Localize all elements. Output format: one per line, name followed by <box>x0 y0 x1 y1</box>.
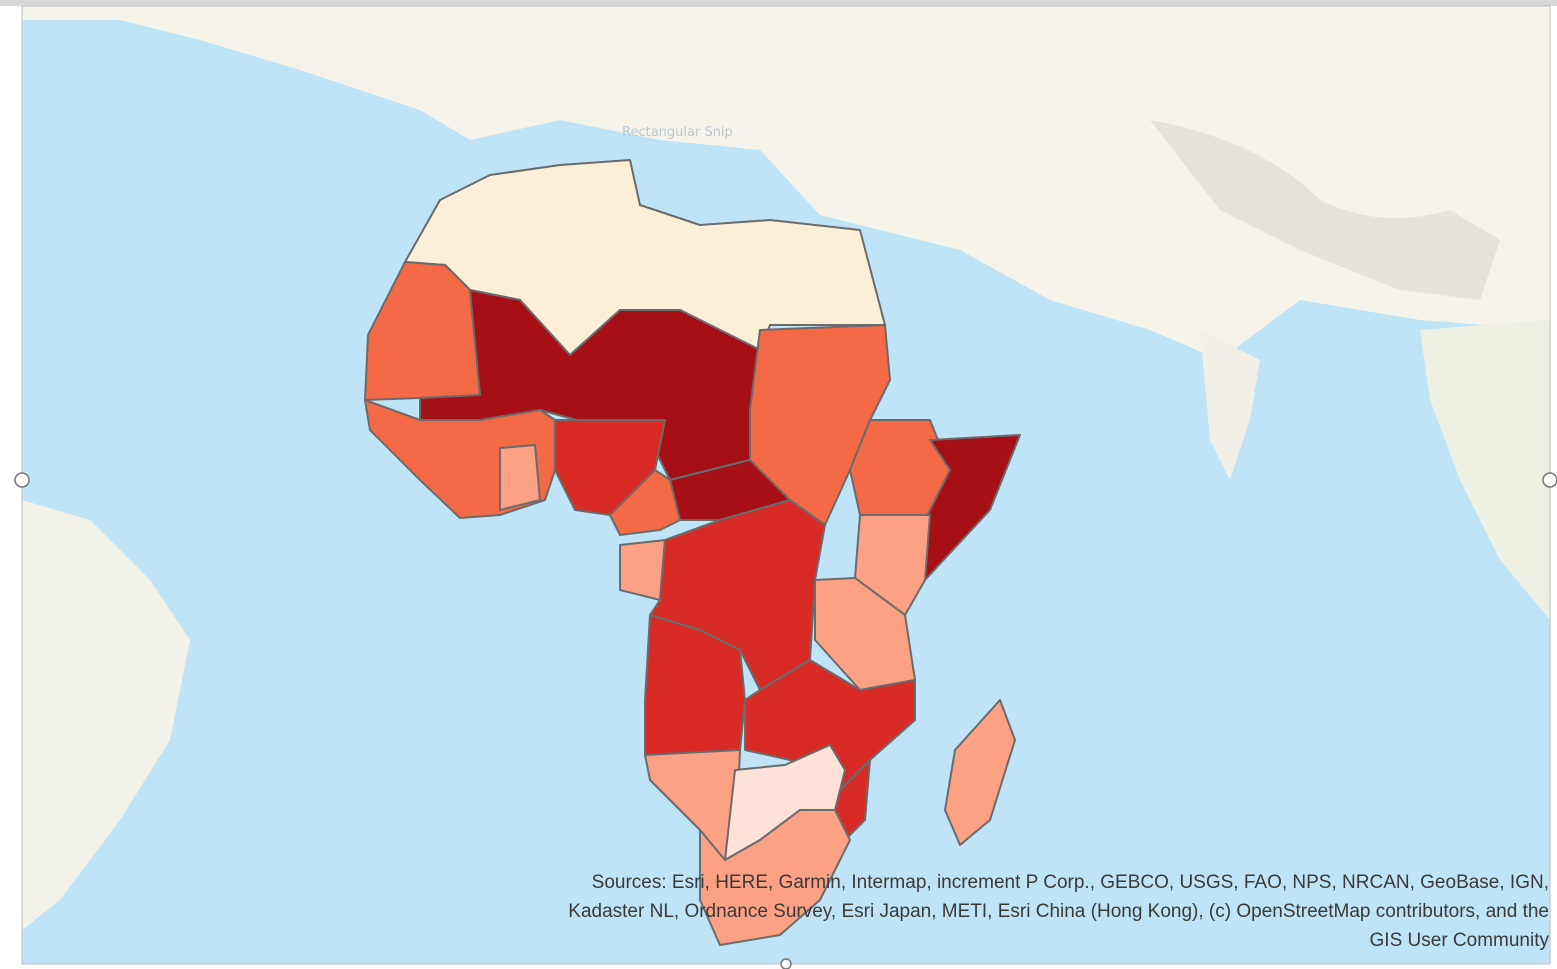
eurasia <box>22 6 1550 360</box>
attribution-line: Kadaster NL, Ordnance Survey, Esri Japan… <box>568 901 1549 922</box>
south-america <box>22 500 190 930</box>
southeast-asia <box>1420 320 1550 620</box>
zambia-mozambique <box>744 659 916 791</box>
resize-handle[interactable] <box>780 958 792 969</box>
gabon <box>619 539 666 601</box>
top-bar <box>0 0 1557 6</box>
madagascar <box>944 699 1016 846</box>
kenya <box>854 514 931 616</box>
angola <box>644 614 746 756</box>
mountains <box>1150 120 1500 300</box>
attribution-line: Sources: Esri, HERE, Garmin, Intermap, i… <box>592 872 1549 893</box>
watermark: Rectangular Snip <box>622 125 733 140</box>
sudan <box>749 324 891 526</box>
resize-handle[interactable] <box>1542 472 1557 488</box>
india <box>1200 330 1260 480</box>
africa <box>364 159 1021 946</box>
resize-handle[interactable] <box>14 472 30 488</box>
ghana <box>499 444 541 511</box>
attribution: Sources: Esri, HERE, Garmin, Intermap, i… <box>568 872 1549 951</box>
cameroon <box>609 469 681 536</box>
south-africa <box>699 809 851 946</box>
attribution-line: GIS User Community <box>1370 930 1550 951</box>
